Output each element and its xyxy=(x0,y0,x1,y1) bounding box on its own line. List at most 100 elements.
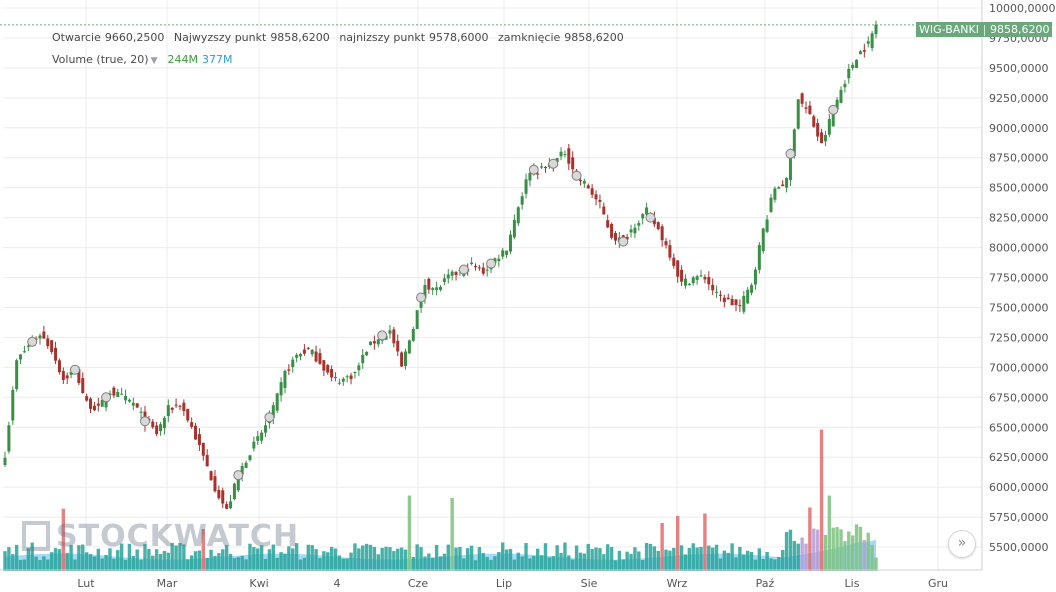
volume-bar xyxy=(808,507,812,571)
candle-body xyxy=(11,390,15,421)
candle-body xyxy=(306,347,310,349)
candle-body xyxy=(633,227,637,234)
open-value: 9660,2500 xyxy=(104,31,165,44)
volume-bar xyxy=(442,553,447,571)
y-tick-label: 7500,0000 xyxy=(989,301,1049,314)
volume-bar xyxy=(734,557,738,571)
volume-bar xyxy=(602,554,606,571)
candle-body xyxy=(229,501,233,509)
event-marker xyxy=(486,258,497,269)
volume-study-label[interactable]: Volume (true, 20) xyxy=(52,53,149,66)
candle-body xyxy=(590,188,594,195)
candle-body xyxy=(415,310,419,330)
candle-body xyxy=(252,441,256,449)
volume-bar xyxy=(205,557,209,571)
candle-body xyxy=(213,476,217,492)
candle-body xyxy=(613,233,617,241)
volume-bar xyxy=(637,551,641,571)
chevron-down-icon[interactable]: ▼ xyxy=(150,56,158,66)
y-tick-label: 6750,0000 xyxy=(989,391,1049,404)
volume-bar xyxy=(139,559,143,571)
volume-bar xyxy=(392,551,396,571)
event-marker xyxy=(139,416,150,427)
candle-body xyxy=(645,207,649,215)
candle-body xyxy=(248,455,252,461)
candle-body xyxy=(773,188,777,200)
volume-bar xyxy=(699,546,703,571)
candle-body xyxy=(131,402,135,406)
candle-body xyxy=(162,417,166,429)
candle-body xyxy=(637,223,641,226)
candle-body xyxy=(512,219,516,238)
volume-bar xyxy=(874,557,878,571)
volume-bar xyxy=(773,559,777,571)
candle-body xyxy=(680,269,684,282)
candle-body xyxy=(750,285,754,293)
volume-bar xyxy=(788,529,793,571)
ohlc-legend: Otwarcie 9660,2500 Najwyzszy punkt 9858,62… xyxy=(52,31,630,44)
candle-body xyxy=(718,294,722,296)
volume-bar xyxy=(644,542,649,571)
volume-bar xyxy=(96,548,101,571)
candle-body xyxy=(15,360,19,390)
y-tick-label: 8500,0000 xyxy=(989,182,1049,195)
volume-bar xyxy=(42,556,46,571)
candle-body xyxy=(322,360,326,371)
volume-value: 244M xyxy=(167,53,198,66)
volume-bar xyxy=(582,553,587,571)
x-tick-label: Mar xyxy=(157,577,178,590)
volume-bar xyxy=(415,544,419,571)
candle-body xyxy=(330,368,334,378)
close-label: zamknięcie xyxy=(498,31,561,44)
volume-bar xyxy=(792,540,797,571)
candle-body xyxy=(314,351,318,362)
candle-body xyxy=(470,262,474,265)
y-tick-label: 9250,0000 xyxy=(989,92,1049,105)
candle-body xyxy=(765,219,769,232)
volume-bar xyxy=(473,560,478,571)
volume-bar xyxy=(396,548,400,571)
candle-body xyxy=(540,166,544,168)
event-marker xyxy=(101,392,112,403)
candle-body xyxy=(652,217,656,225)
volume-bar xyxy=(742,554,746,571)
volume-bar xyxy=(423,556,427,571)
x-tick-label: Cze xyxy=(408,577,428,590)
volume-bar xyxy=(559,552,563,571)
candlesticks xyxy=(3,20,878,510)
volume-bar xyxy=(477,547,482,571)
candle-body xyxy=(407,340,411,354)
volume-bar xyxy=(232,558,237,571)
volume-bar xyxy=(271,544,275,571)
volume-bar xyxy=(679,545,684,571)
event-marker xyxy=(785,148,796,159)
volume-bar xyxy=(151,555,155,571)
event-marker xyxy=(377,330,388,341)
volume-legend[interactable]: Volume (true, 20) ▼ 244M 377M xyxy=(52,53,232,66)
candle-body xyxy=(376,339,380,345)
event-marker xyxy=(416,292,427,303)
candle-body xyxy=(827,119,831,135)
y-tick-label: 5500,0000 xyxy=(989,541,1049,554)
candle-body xyxy=(46,338,50,347)
instrument-name: WIG-BANKI xyxy=(919,23,979,36)
volume-bar xyxy=(827,495,832,571)
candle-body xyxy=(788,152,792,180)
volume-bar xyxy=(815,529,820,571)
candle-body xyxy=(411,328,415,341)
candle-body xyxy=(61,370,65,380)
volume-bar xyxy=(656,551,660,571)
scroll-to-realtime-button[interactable]: » xyxy=(948,530,976,558)
candle-body xyxy=(485,269,489,271)
volume-bar xyxy=(333,548,338,571)
volume-bar xyxy=(326,552,330,571)
candle-body xyxy=(722,297,726,303)
volume-bar xyxy=(322,551,326,571)
volume-bar xyxy=(306,544,310,571)
volume-bar xyxy=(372,546,377,571)
volume-bar xyxy=(283,553,287,571)
volume-bar xyxy=(3,551,7,571)
candle-body xyxy=(404,351,408,366)
volume-bar xyxy=(259,545,264,571)
